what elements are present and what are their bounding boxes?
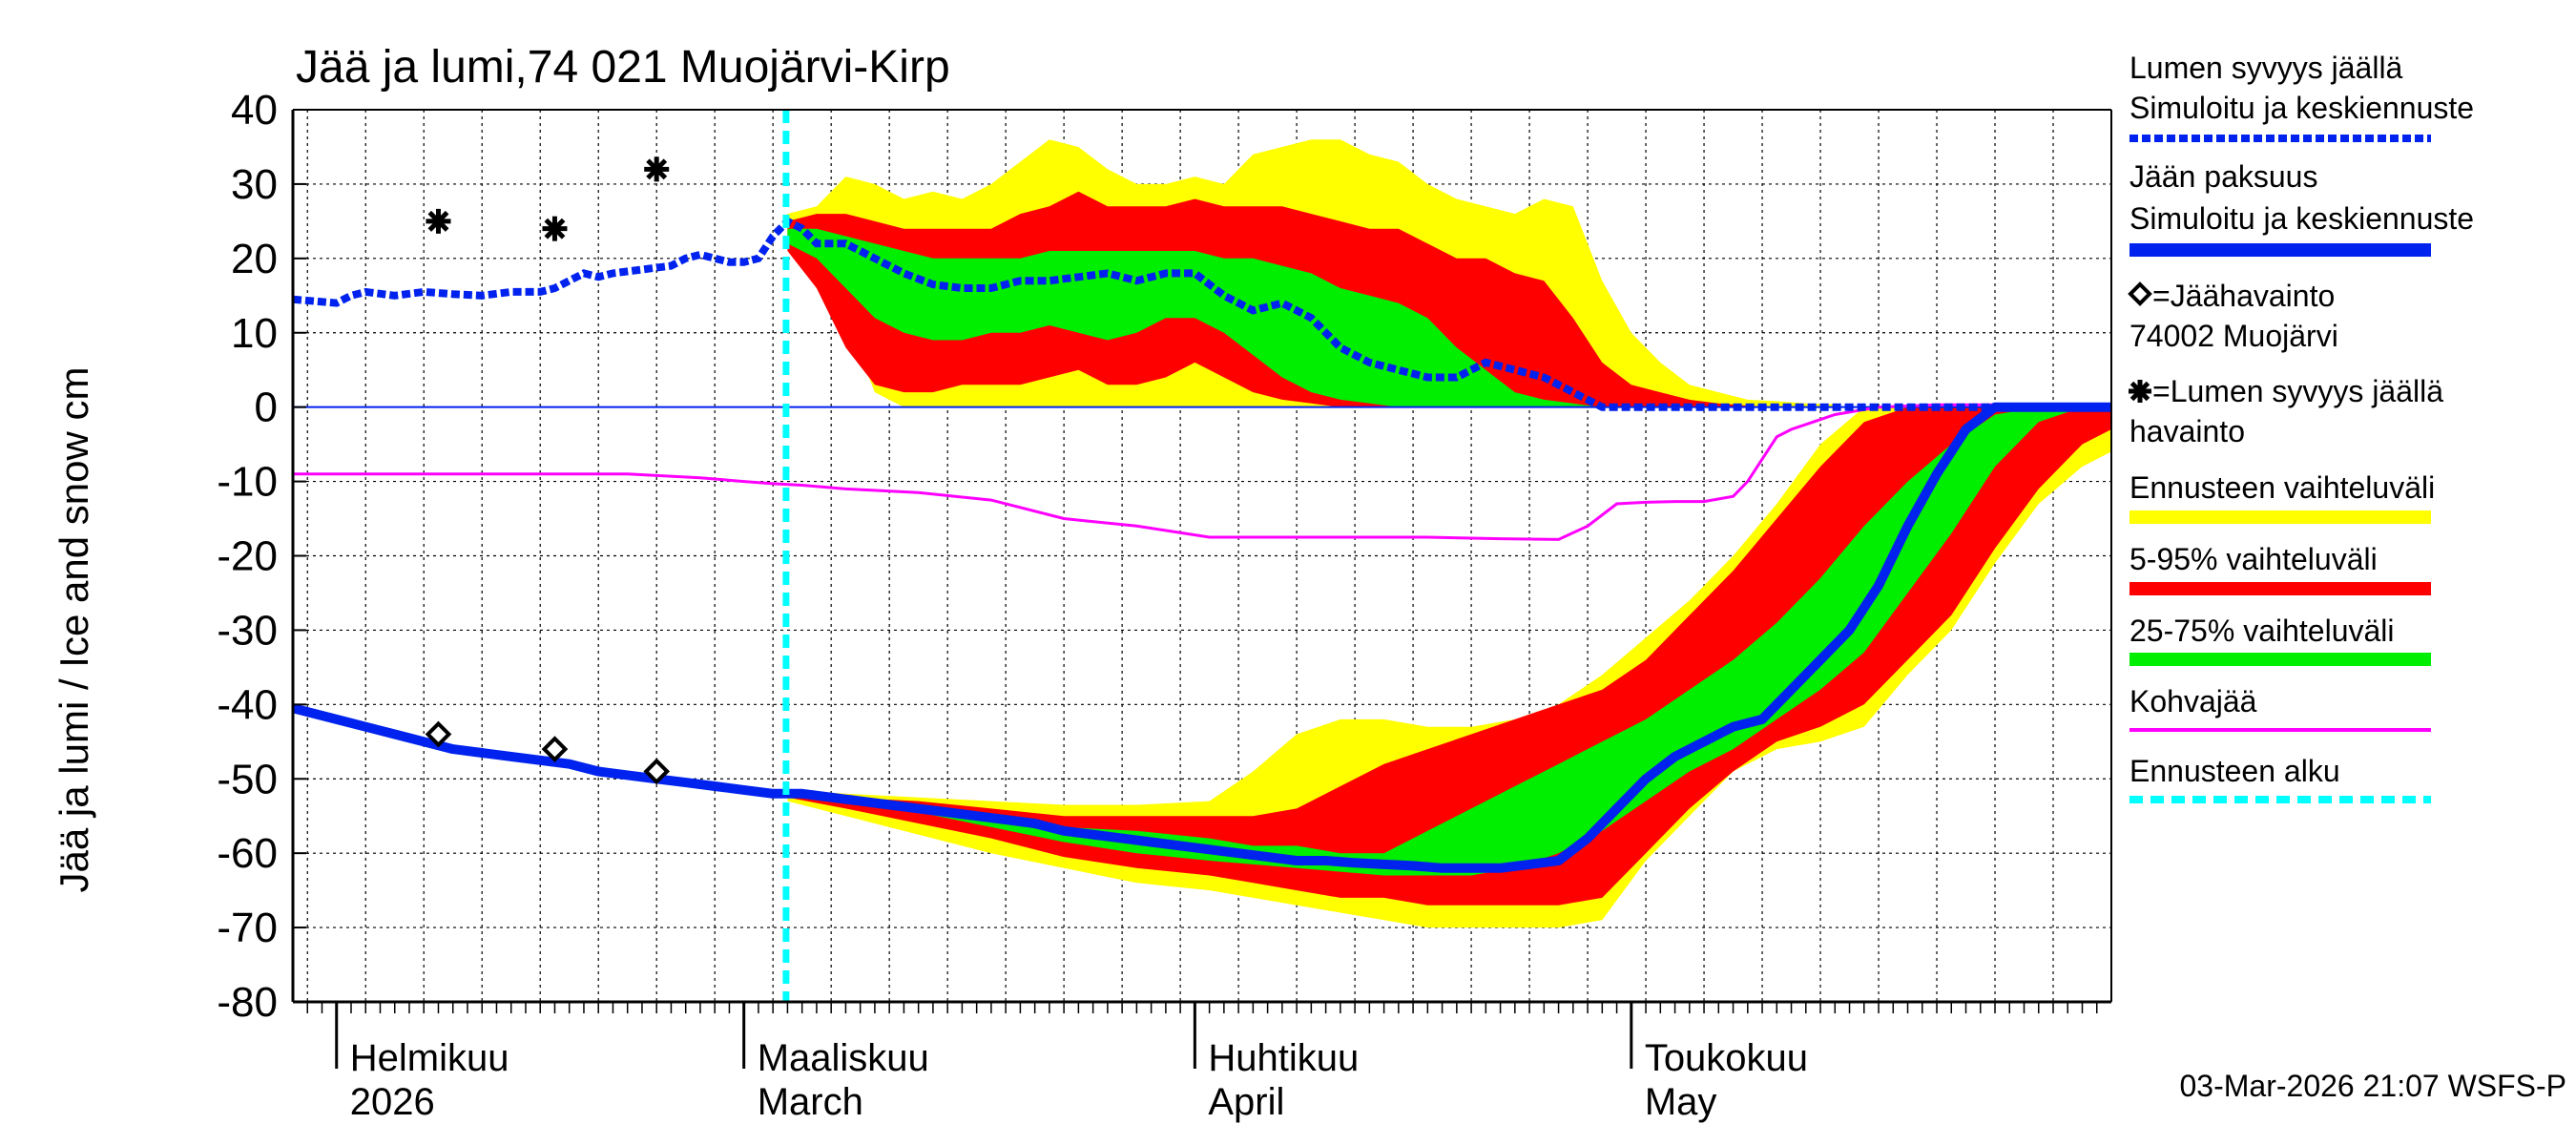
y-tick-label: -40 (217, 681, 278, 728)
month-label-secondary: 2026 (350, 1081, 435, 1123)
y-tick-label: -10 (217, 459, 278, 506)
ice-thickness-line (293, 402, 2111, 873)
ice-observation-marker (643, 758, 671, 785)
snow-depth-line (293, 216, 2111, 411)
legend-item-snow-sim: Lumen syvyys jäällä Simuloitu ja keskienn… (2129, 51, 2474, 142)
snow-observation-marker (542, 216, 568, 241)
legend-label-secondary: Simuloitu ja keskiennuste (2129, 201, 2474, 236)
legend-label: Lumen syvyys jäällä (2129, 51, 2403, 85)
legend: Lumen syvyys jäällä Simuloitu ja keskienn… (2128, 51, 2474, 803)
snow-observation-marker (644, 156, 670, 182)
legend-item-ice-sim: Jään paksuus Simuloitu ja keskiennuste (2129, 159, 2474, 257)
month-label: Maaliskuu (758, 1037, 929, 1079)
y-tick-label: -20 (217, 533, 278, 580)
asterisk-stroke (2129, 381, 2150, 402)
legend-label-secondary: 74002 Muojärvi (2129, 319, 2338, 353)
y-tick-label: 0 (255, 385, 278, 431)
legend-label: =Jäähavainto (2152, 279, 2335, 313)
month-label-secondary: March (758, 1081, 863, 1123)
legend-item-slush: Kohvajää (2129, 684, 2431, 732)
asterisk-stroke (646, 158, 668, 180)
y-axis-label: Jää ja lumi / Ice and snow cm (52, 367, 96, 893)
timestamp: 03-Mar-2026 21:07 WSFS-P (2180, 1069, 2567, 1103)
legend-item-range-full: Ennusteen vaihteluväli (2129, 470, 2435, 524)
y-tick-label: 10 (231, 310, 278, 357)
observation-markers (425, 156, 671, 785)
legend-item-snow-obs: =Lumen syvyys jäällä havainto (2129, 374, 2443, 448)
month-label: Helmikuu (350, 1037, 509, 1079)
ice-observation-marker (541, 736, 569, 762)
month-label-secondary: April (1208, 1081, 1284, 1123)
ice-range-5-95 (787, 406, 2111, 906)
asterisk-stroke (427, 210, 449, 232)
legend-asterisk-marker (2129, 380, 2151, 403)
legend-diamond-marker (2128, 281, 2152, 306)
series-lines (293, 110, 2111, 1002)
legend-item-range-5-95: 5-95% vaihteluväli (2129, 542, 2431, 595)
snow-observation-marker (426, 208, 451, 234)
asterisk-stroke (544, 218, 566, 239)
month-label: Huhtikuu (1208, 1037, 1359, 1079)
legend-label: Ennusteen alku (2129, 754, 2340, 788)
legend-label: Jään paksuus (2129, 159, 2317, 194)
y-tick-label: 20 (231, 236, 278, 282)
legend-label: Ennusteen vaihteluväli (2129, 470, 2435, 505)
legend-label: 25-75% vaihteluväli (2129, 614, 2395, 648)
legend-item-forecast-start: Ennusteen alku (2129, 754, 2431, 803)
legend-item-ice-obs: =Jäähavainto 74002 Muojärvi (2128, 279, 2338, 353)
y-tick-label: -80 (217, 979, 278, 1026)
legend-label-secondary: Simuloitu ja keskiennuste (2129, 91, 2474, 125)
legend-label: 5-95% vaihteluväli (2129, 542, 2378, 576)
ice-observation-marker (425, 720, 452, 748)
y-tick-label: -30 (217, 607, 278, 654)
y-tick-label: -60 (217, 830, 278, 877)
month-label-secondary: May (1645, 1081, 1717, 1123)
chart-title: Jää ja lumi,74 021 Muojärvi-Kirp (296, 42, 950, 93)
ice-range-25-75 (787, 406, 2111, 876)
legend-label-secondary: havainto (2129, 414, 2245, 448)
legend-label: Kohvajää (2129, 684, 2257, 718)
legend-item-range-25-75: 25-75% vaihteluväli (2129, 614, 2431, 666)
y-tick-label: 30 (231, 161, 278, 208)
axes: 40 30 20 10 0 -10 -20 -30 -40 -50 -60 -70 -80 Helmiku… (217, 87, 2112, 1123)
y-tick-label: 40 (231, 87, 278, 134)
y-tick-label: -70 (217, 905, 278, 951)
month-label: Toukokuu (1645, 1037, 1808, 1079)
slush-line (293, 403, 2111, 541)
y-tick-label: -50 (217, 756, 278, 802)
legend-label: =Lumen syvyys jäällä (2152, 374, 2443, 408)
